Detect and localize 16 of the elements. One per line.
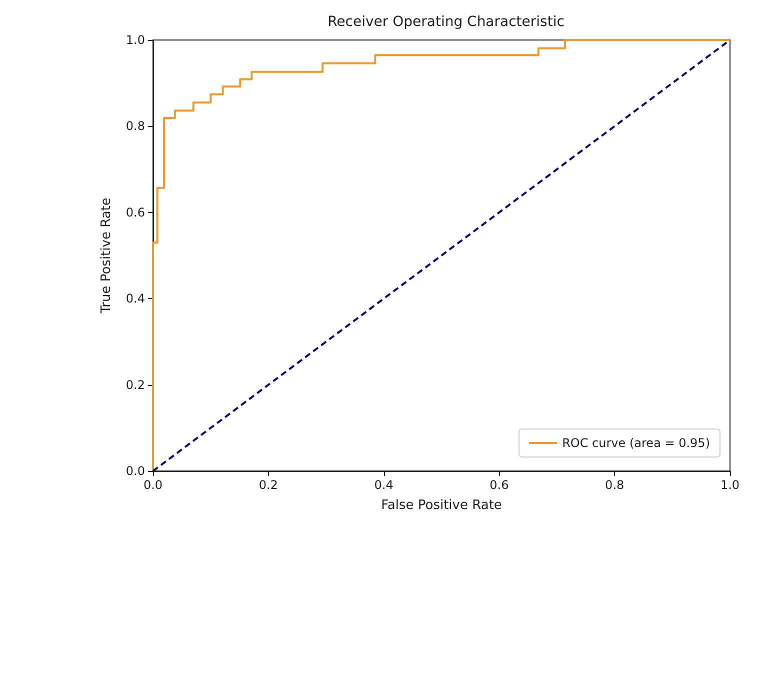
x-tick-label: 0.0 — [143, 478, 163, 492]
y-tick-label: 1.0 — [126, 33, 145, 47]
legend-label: ROC curve (area = 0.95) — [562, 436, 710, 450]
y-tick-label: 0.6 — [126, 205, 145, 220]
y-tick-label: 0.0 — [126, 464, 145, 478]
y-axis-title: True Positive Rate — [99, 198, 114, 314]
x-tick-label: 0.4 — [374, 478, 394, 492]
y-tick-label: 0.2 — [126, 378, 145, 392]
y-tick-label: 0.4 — [126, 292, 145, 306]
x-tick-label: 0.6 — [490, 478, 509, 492]
chart-title: Receiver Operating Characteristic — [328, 14, 564, 30]
x-tick-label: 0.8 — [605, 478, 624, 492]
x-tick-label: 0.2 — [258, 478, 278, 492]
x-axis-title: False Positive Rate — [381, 498, 502, 513]
y-tick-label: 0.8 — [126, 119, 145, 134]
x-tick-label: 1.0 — [720, 478, 740, 492]
